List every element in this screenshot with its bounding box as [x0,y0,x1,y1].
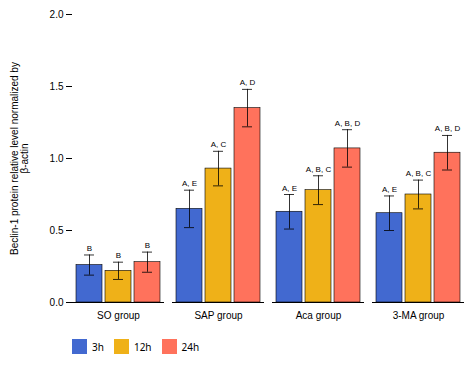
svg-text:A, D: A, D [240,78,256,87]
svg-text:B: B [116,251,121,260]
svg-text:A, B, D: A, B, D [335,119,361,128]
svg-text:B: B [145,241,150,250]
svg-text:0.0: 0.0 [50,297,64,308]
svg-text:A, C: A, C [211,140,227,149]
svg-text:Beclin-1 protein relative leve: Beclin-1 protein relative level normaliz… [9,62,30,255]
svg-text:1.0: 1.0 [50,153,64,164]
svg-text:A, E: A, E [182,179,197,188]
svg-text:A, B, C: A, B, C [306,165,332,174]
html-text:24h: 24h [181,339,200,354]
svg-text:SAP group: SAP group [194,310,243,321]
svg-text:A, B, C: A, B, C [406,169,432,178]
html-text:3h: 3h [92,339,104,354]
svg-text:Aca group: Aca group [296,310,342,321]
svg-text:2.0: 2.0 [50,9,64,20]
svg-text:3-MA group: 3-MA group [393,310,445,321]
svg-text:1.5: 1.5 [50,81,64,92]
svg-text:SO group: SO group [97,310,140,321]
svg-text:A, E: A, E [382,185,397,194]
svg-text:A, E: A, E [282,184,297,193]
svg-text:B: B [87,244,92,253]
svg-text:A, B, D: A, B, D [435,124,461,133]
html-text:12h: 12h [133,339,152,354]
svg-text:0.5: 0.5 [50,225,64,236]
